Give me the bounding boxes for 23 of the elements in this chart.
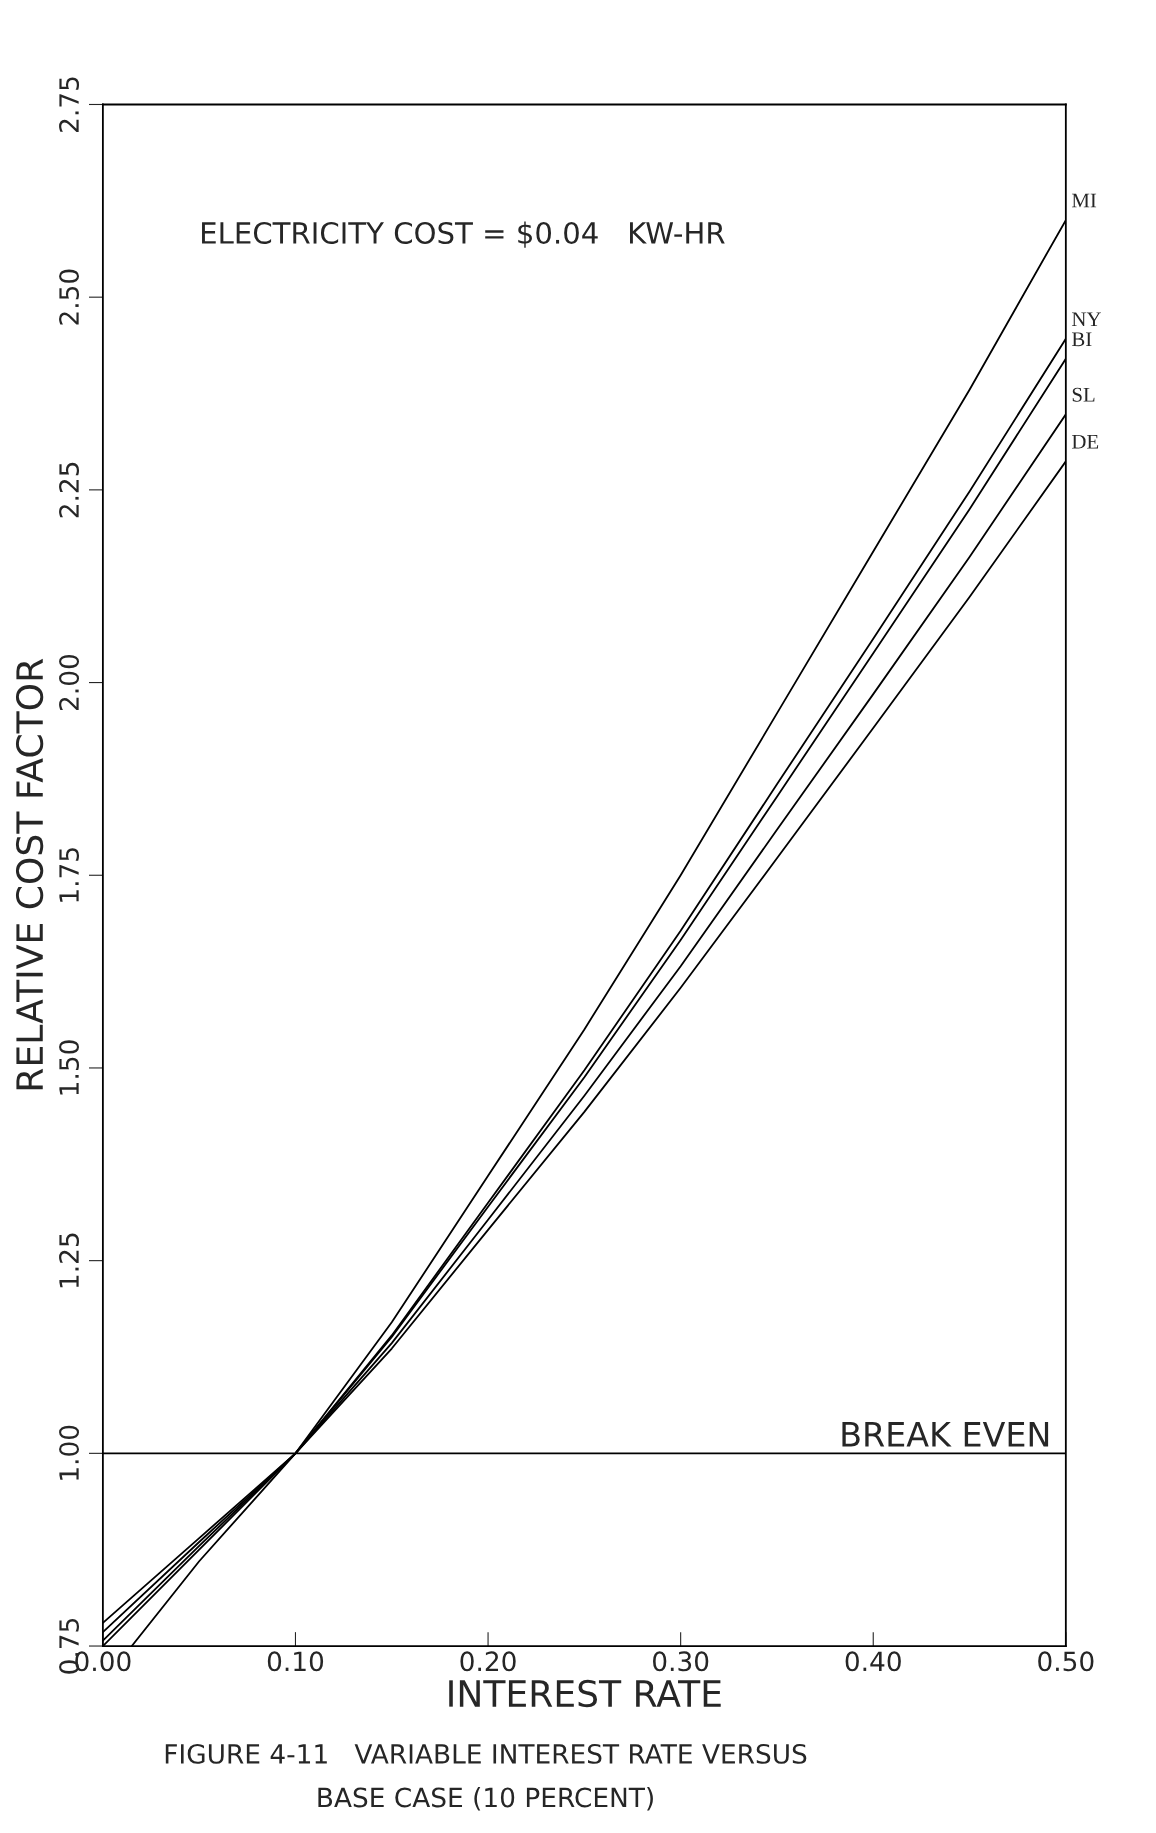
y-tick-label: 1.75 [59, 848, 80, 902]
y-tick-label: 1.00 [59, 1425, 80, 1480]
y-tick-label: 2.00 [59, 654, 80, 711]
y-tick-label: 1.25 [59, 1233, 80, 1288]
x-tick-label: 0.30 [653, 1651, 709, 1672]
y-tick-label: 2.50 [59, 269, 80, 325]
caption: FIGURE 4-11 VARIABLE INTEREST RATE VERSUS BASE CASE (10 PERCENT) [165, 1743, 807, 1811]
y-tick-label: 2.75 [59, 77, 80, 132]
series-label: NY [1071, 312, 1101, 327]
y-axis-title: RELATIVE COST FACTOR [15, 658, 44, 1090]
series-label: BI [1071, 332, 1092, 347]
series-label: SL [1072, 387, 1095, 402]
y-tick-label: 1.50 [59, 1040, 80, 1095]
x-tick-label: 0.40 [845, 1651, 901, 1672]
annotation: ELECTRICITY COST = $0.04 KW-HR [202, 221, 725, 248]
x-tick-label: 0.10 [267, 1651, 324, 1672]
ref-line-label: BREAK EVEN [842, 1422, 1049, 1447]
x-axis-title: INTEREST RATE [449, 1679, 721, 1708]
series-label: MI [1071, 193, 1097, 208]
y-tick-label: 2.25 [59, 462, 80, 518]
x-tick-label: 0.20 [460, 1651, 516, 1672]
series-label: DE [1071, 434, 1099, 449]
x-tick-label: 0.50 [1038, 1651, 1094, 1672]
